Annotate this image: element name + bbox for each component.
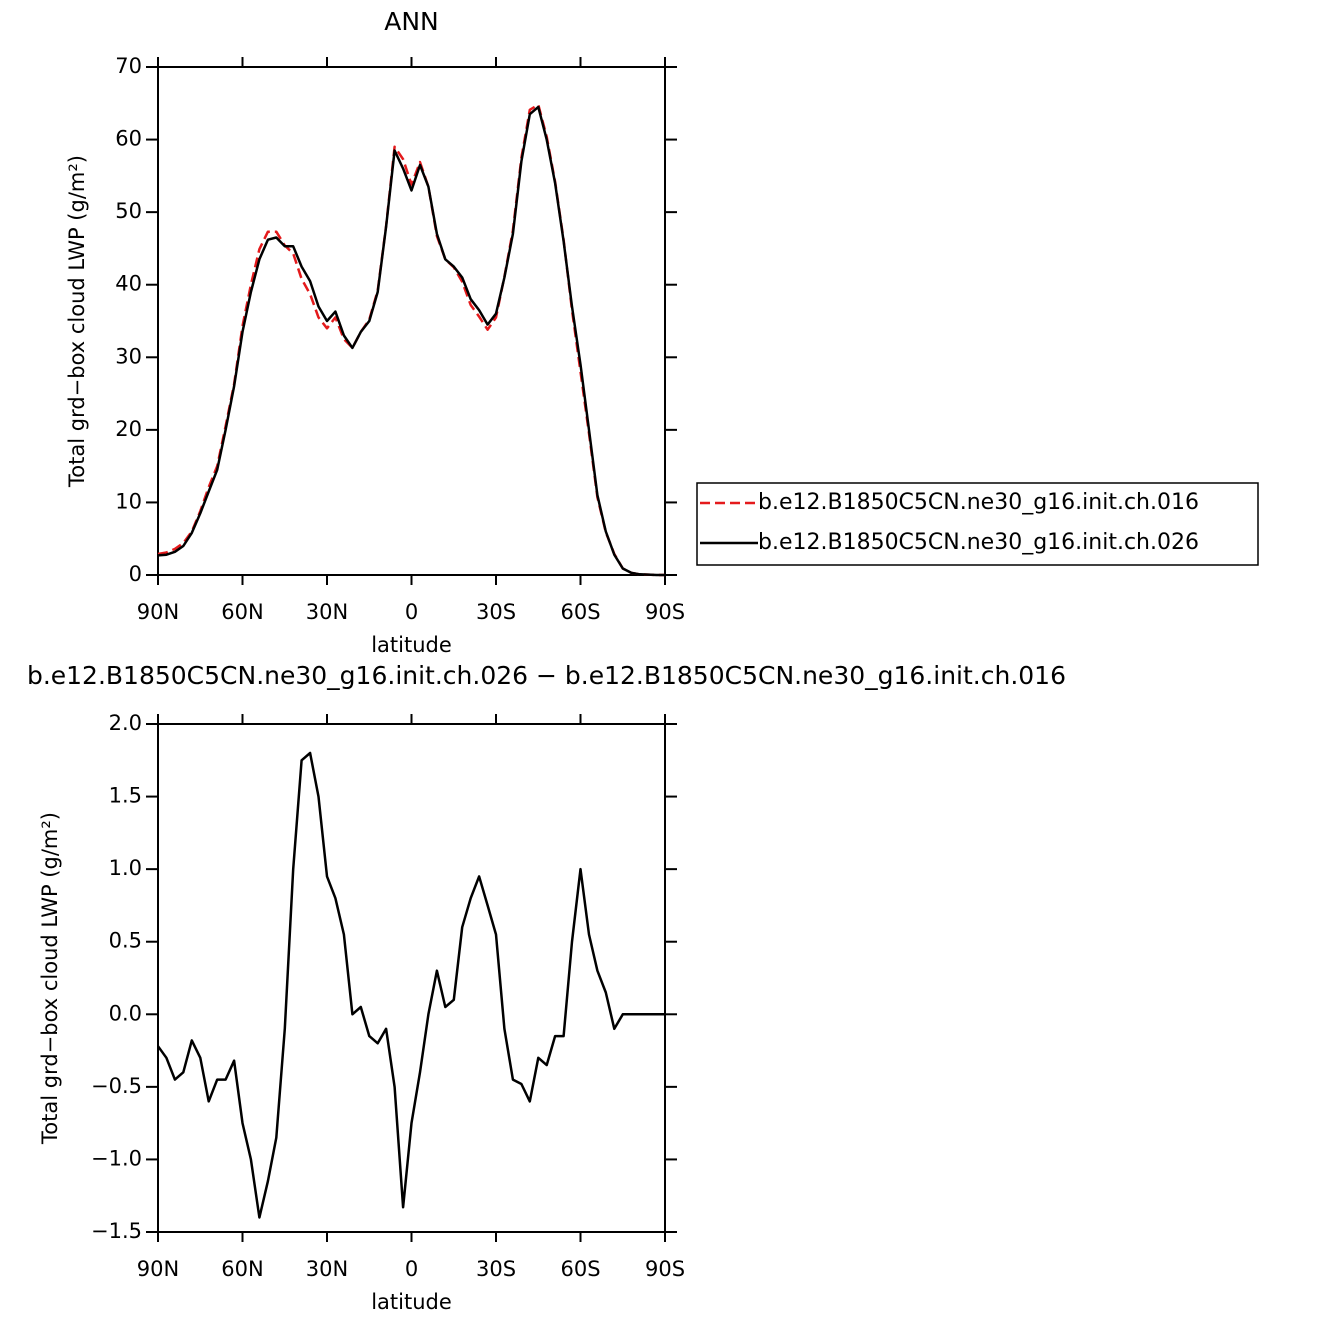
x-tick-label: 0 bbox=[405, 1257, 418, 1281]
x-tick-label: 60N bbox=[221, 1257, 263, 1281]
legend: b.e12.B1850C5CN.ne30_g16.init.ch.016 b.e1… bbox=[696, 482, 1259, 566]
y-tick-label: 30 bbox=[115, 344, 142, 368]
x-tick-label: 60S bbox=[560, 1257, 600, 1281]
data-line bbox=[156, 751, 665, 1219]
y-axis-label: Total grd−box cloud LWP (g/m²) bbox=[65, 155, 89, 488]
y-tick-label: 40 bbox=[115, 272, 142, 296]
x-tick-label: 90S bbox=[645, 600, 685, 624]
plot-frame bbox=[157, 723, 666, 1233]
x-tick-label: 30N bbox=[306, 1257, 348, 1281]
x-tick-label: 90N bbox=[137, 1257, 179, 1281]
y-tick-label: 50 bbox=[115, 199, 142, 223]
plot-frame bbox=[157, 66, 666, 576]
x-tick-label: 60N bbox=[221, 600, 263, 624]
panel: ANN latitude Total grd−box cloud LWP (g/m²… bbox=[65, 7, 685, 657]
y-tick-label: −0.5 bbox=[91, 1074, 142, 1098]
y-axis-label: Total grd−box cloud LWP (g/m²) bbox=[38, 812, 62, 1145]
chart-title: ANN bbox=[384, 7, 439, 36]
x-axis-label: latitude bbox=[371, 1290, 452, 1314]
y-tick-label: 10 bbox=[115, 489, 142, 513]
y-tick-label: 0 bbox=[129, 562, 142, 586]
x-tick-label: 90N bbox=[137, 600, 179, 624]
x-tick-label: 30S bbox=[476, 1257, 516, 1281]
y-tick-label: −1.0 bbox=[91, 1146, 142, 1170]
x-tick-label: 0 bbox=[405, 600, 418, 624]
x-tick-label: 90S bbox=[645, 1257, 685, 1281]
y-tick-label: 2.0 bbox=[109, 711, 142, 735]
y-tick-label: 20 bbox=[115, 417, 142, 441]
data-line bbox=[157, 103, 665, 577]
y-tick-label: 1.0 bbox=[109, 856, 142, 880]
y-tick-label: 1.5 bbox=[109, 784, 142, 808]
x-axis-label: latitude bbox=[371, 633, 452, 657]
x-tick-label: 60S bbox=[560, 600, 600, 624]
y-tick-label: 0.0 bbox=[109, 1001, 142, 1025]
y-tick-label: 70 bbox=[115, 54, 142, 78]
x-tick-label: 30N bbox=[306, 600, 348, 624]
y-tick-label: 0.5 bbox=[109, 929, 142, 953]
y-tick-label: −1.5 bbox=[91, 1219, 142, 1243]
data-line bbox=[157, 105, 665, 577]
legend-label: b.e12.B1850C5CN.ne30_g16.init.ch.016 bbox=[758, 490, 1199, 515]
legend-label: b.e12.B1850C5CN.ne30_g16.init.ch.026 bbox=[758, 530, 1199, 555]
y-tick-label: 60 bbox=[115, 127, 142, 151]
x-tick-label: 30S bbox=[476, 600, 516, 624]
chart-title: b.e12.B1850C5CN.ne30_g16.init.ch.026 − b… bbox=[27, 661, 1066, 690]
legend-box bbox=[696, 482, 1259, 566]
panel: b.e12.B1850C5CN.ne30_g16.init.ch.026 − b… bbox=[27, 661, 1066, 1314]
